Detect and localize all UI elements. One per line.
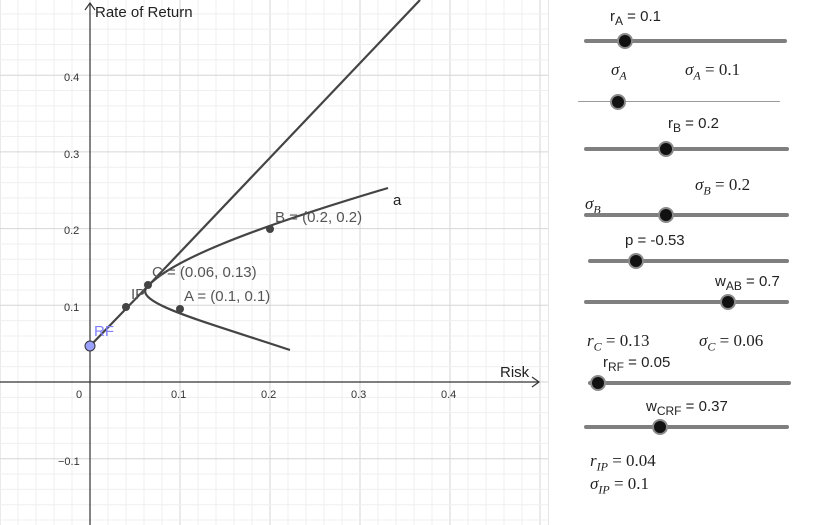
- x-tick-label: 0.1: [171, 389, 186, 401]
- point-ip-label: IP: [131, 286, 145, 303]
- y-axis-arrow: [84, 1, 96, 11]
- y-tick-label: 0.4: [64, 72, 79, 84]
- x-tick-label: 0.4: [441, 389, 456, 401]
- slider-rb-label: rB = 0.2: [668, 115, 719, 135]
- r-ip-value: rIP = 0.04: [590, 451, 656, 474]
- slider-ra-label: rA = 0.1: [610, 8, 661, 28]
- sigma-c-value: σC = 0.06: [699, 331, 764, 354]
- slider-sigma-a-track[interactable]: [578, 101, 780, 102]
- slider-wab-track[interactable]: [584, 300, 789, 304]
- rf-to-c-line[interactable]: [89, 285, 149, 347]
- point-c-label: C = (0.06, 0.13): [152, 264, 257, 281]
- slider-wab-label: wAB = 0.7: [715, 273, 780, 293]
- point-rf-label: RF: [94, 323, 114, 340]
- slider-rb-track[interactable]: [584, 147, 789, 151]
- slider-wcrf-track[interactable]: [584, 425, 789, 429]
- slider-sigma-b-knob[interactable]: [658, 207, 674, 223]
- slider-wab-knob[interactable]: [719, 294, 736, 310]
- slider-p-knob[interactable]: [628, 253, 645, 269]
- points: B = (0.2, 0.2) C = (0.06, 0.13) A = (0.1…: [84, 209, 362, 352]
- axes: Risk Rate of Return 0 0.1 0.2 0.3 0.4 0.…: [0, 1, 541, 525]
- slider-sigma-b-track[interactable]: [584, 213, 789, 217]
- slider-panel: rA = 0.1 σA σA = 0.1 rB = 0.2 σB = 0.2 σ…: [549, 0, 821, 525]
- slider-ra-track[interactable]: [584, 39, 787, 43]
- point-ip[interactable]: [122, 303, 130, 311]
- slider-rrf-knob[interactable]: [590, 375, 607, 391]
- x-axis-arrow: [531, 376, 541, 388]
- x-tick-label: 0.3: [351, 389, 366, 401]
- slider-ra-knob[interactable]: [616, 33, 633, 49]
- slider-wcrf-label: wCRF = 0.37: [646, 398, 728, 418]
- sigma-b-label: σB: [585, 194, 601, 217]
- x-axis-label: Risk: [500, 364, 530, 381]
- grid: [0, 0, 548, 525]
- point-b[interactable]: [266, 225, 274, 233]
- r-c-value: rC = 0.13: [587, 331, 650, 354]
- point-a[interactable]: [176, 305, 184, 313]
- capital-market-line[interactable]: [147, 0, 421, 287]
- point-c[interactable]: [144, 281, 152, 289]
- sigma-ip-value: σIP = 0.1: [590, 474, 650, 497]
- y-axis-label: Rate of Return: [95, 4, 193, 21]
- slider-rb-knob[interactable]: [658, 141, 674, 157]
- slider-p-track[interactable]: [588, 259, 789, 263]
- slider-p-label: p = -0.53: [625, 232, 685, 249]
- point-a-label: A = (0.1, 0.1): [184, 288, 270, 305]
- slider-wcrf-knob[interactable]: [651, 419, 668, 435]
- slider-sigma-a-knob[interactable]: [610, 94, 627, 110]
- point-rf[interactable]: [84, 340, 96, 352]
- y-tick-label: 0.2: [64, 225, 79, 237]
- sigma-b-value: σB = 0.2: [695, 175, 751, 198]
- slider-rrf-track[interactable]: [588, 381, 791, 385]
- point-b-label: B = (0.2, 0.2): [275, 209, 362, 226]
- y-tick-label: −0.1: [58, 456, 80, 468]
- sigma-a-value: σA = 0.1: [685, 60, 741, 83]
- sigma-a-label: σA: [611, 60, 627, 83]
- x-tick-label: 0.2: [261, 389, 276, 401]
- panel-divider: [548, 0, 549, 525]
- slider-rrf-label: rRF = 0.05: [603, 354, 671, 374]
- origin-label: 0: [76, 389, 82, 401]
- graphics-view[interactable]: Risk Rate of Return 0 0.1 0.2 0.3 0.4 0.…: [0, 0, 548, 525]
- y-tick-label: 0.1: [64, 302, 79, 314]
- y-tick-label: 0.3: [64, 149, 79, 161]
- curve-label-a: a: [393, 192, 402, 209]
